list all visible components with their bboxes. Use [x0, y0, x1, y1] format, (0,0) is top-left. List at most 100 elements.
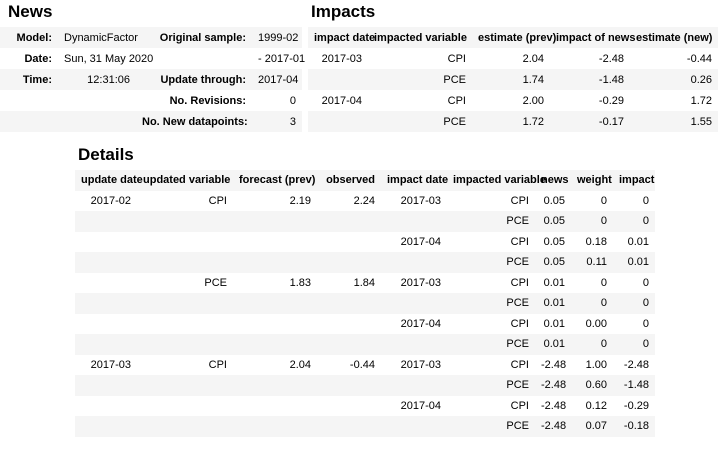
cell	[233, 396, 317, 417]
cell	[75, 314, 137, 335]
cell	[75, 396, 137, 417]
column-header: impact date	[387, 174, 449, 187]
cell: CPI	[447, 52, 466, 65]
cell: 1.00	[585, 358, 607, 371]
impacts-section-title: Impacts	[311, 2, 376, 21]
cell	[317, 396, 381, 417]
cell: -2.48	[541, 399, 567, 412]
cell: PCE	[506, 297, 529, 310]
table-row: PCE 0.01 0 0	[75, 334, 655, 355]
table-row: 2017-04 CPI -2.48 0.12 -0.29	[75, 396, 655, 417]
table-row: No. New datapoints: 3	[0, 111, 302, 132]
cell: CPI	[208, 194, 227, 207]
column-header: impacted variable	[453, 174, 546, 187]
cell	[381, 334, 447, 355]
cell: -1.48	[623, 379, 649, 392]
cell: 0.01	[543, 297, 565, 310]
cell: CPI	[447, 94, 466, 107]
cell	[233, 334, 317, 355]
cell: CPI	[510, 235, 529, 248]
cell: 2.19	[289, 194, 311, 207]
cell	[137, 211, 233, 232]
table-row: 2017-03 CPI 2.04 -0.44 2017-03 CPI -2.48…	[75, 355, 655, 376]
cell: PCE	[506, 420, 529, 433]
column-header: impact of news	[556, 31, 636, 44]
cell	[233, 293, 317, 314]
news-value: Sun, 31 May 2020	[64, 52, 154, 65]
cell: 0	[642, 338, 649, 351]
news-label	[0, 90, 58, 111]
column-header: observed	[326, 174, 375, 187]
news-value	[58, 90, 136, 111]
cell	[75, 416, 137, 437]
column-header: estimate (prev)	[478, 31, 557, 44]
cell	[317, 232, 381, 253]
column-header: weight	[577, 174, 612, 187]
cell: -0.29	[623, 399, 649, 412]
cell: -2.48	[598, 52, 624, 65]
cell: 0	[600, 194, 607, 207]
cell: 0	[642, 194, 649, 207]
cell: PCE	[443, 73, 466, 86]
column-header: news	[541, 174, 569, 187]
table-row: PCE 0.05 0.11 0.01	[75, 252, 655, 273]
cell: -0.18	[623, 420, 649, 433]
cell: 0.05	[543, 256, 565, 269]
cell: 0	[600, 215, 607, 228]
cell	[233, 314, 317, 335]
cell	[233, 375, 317, 396]
cell	[75, 293, 137, 314]
table-row: 2017-04 CPI 2.00 -0.29 1.72	[308, 90, 718, 111]
news-label: Date:	[24, 52, 52, 65]
cell: -2.48	[541, 358, 567, 371]
cell: 2017-03	[400, 358, 441, 371]
cell	[137, 334, 233, 355]
cell	[75, 232, 137, 253]
news-label: Model:	[16, 31, 52, 44]
cell: CPI	[510, 276, 529, 289]
table-row: PCE 0.05 0 0	[75, 211, 655, 232]
cell: 2017-04	[321, 94, 362, 107]
table-row: Date: Sun, 31 May 2020 - 2017-01	[0, 48, 305, 69]
table-row: PCE -2.48 0.07 -0.18	[75, 416, 655, 437]
cell: 0.01	[543, 338, 565, 351]
cell: 0.01	[543, 276, 565, 289]
table-row: No. Revisions: 0	[0, 90, 302, 111]
cell: 0.12	[585, 399, 607, 412]
news-value: DynamicFactor	[64, 31, 138, 44]
news-value: 12:31:06	[87, 73, 130, 86]
column-header: impact date	[314, 31, 376, 44]
table-row: 2017-04 CPI 0.05 0.18 0.01	[75, 232, 655, 253]
cell: CPI	[510, 194, 529, 207]
cell	[137, 314, 233, 335]
cell: 2.04	[522, 52, 544, 65]
cell: 0.05	[543, 235, 565, 248]
cell: 2017-03	[321, 52, 362, 65]
cell	[317, 375, 381, 396]
cell: 0.11	[586, 256, 607, 269]
cell	[75, 252, 137, 273]
table-row: PCE 1.72 -0.17 1.55	[308, 111, 718, 132]
table-row: Time: 12:31:06 Update through: 2017-04	[0, 69, 302, 90]
cell: 2017-04	[400, 317, 441, 330]
news-value: 3	[289, 115, 296, 128]
column-header: forecast (prev)	[239, 174, 316, 187]
news-value: 2017-04	[258, 73, 299, 86]
cell: 1.84	[353, 276, 375, 289]
news-value	[58, 111, 136, 132]
cell	[233, 416, 317, 437]
cell: 0	[642, 276, 649, 289]
table-header-row: update date updated variable forecast (p…	[75, 170, 655, 191]
table-row: 2017-02 CPI 2.19 2.24 2017-03 CPI 0.05 0…	[75, 191, 655, 212]
cell	[137, 293, 233, 314]
cell: CPI	[510, 358, 529, 371]
cell: -0.44	[349, 358, 375, 371]
news-value: 0	[289, 94, 296, 107]
cell: 1.74	[522, 73, 544, 86]
table-row: Model: DynamicFactor Original sample: 19…	[0, 27, 302, 48]
news-section-title: News	[8, 2, 53, 21]
table-header-row: impact date impacted variable estimate (…	[308, 27, 718, 48]
cell	[317, 252, 381, 273]
details-section-title: Details	[78, 145, 134, 164]
cell: -0.17	[598, 115, 624, 128]
